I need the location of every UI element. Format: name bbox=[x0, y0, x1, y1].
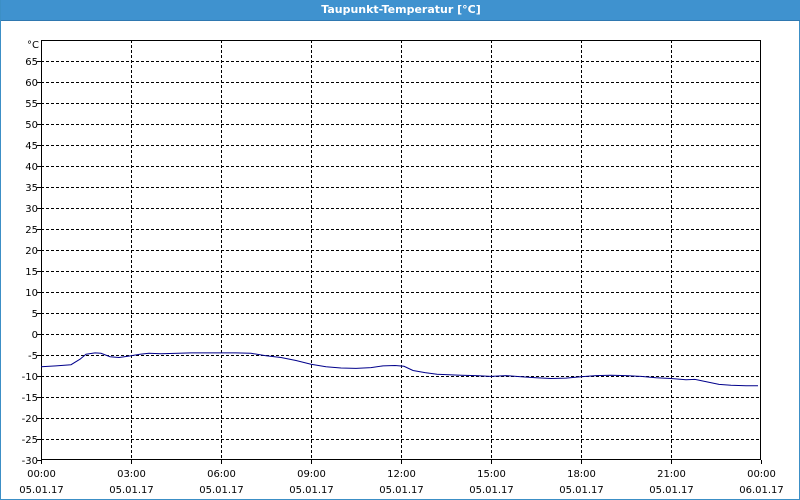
y-tick-label: 30 bbox=[25, 204, 38, 215]
x-tick-date-label: 05.01.17 bbox=[19, 485, 64, 496]
x-tick-date-label: 06.01.17 bbox=[739, 485, 784, 496]
y-tick-label: -30 bbox=[22, 456, 38, 467]
y-axis-unit-label: °C bbox=[27, 40, 39, 51]
y-tick-label: 50 bbox=[25, 120, 38, 131]
plot-area-border bbox=[41, 40, 761, 460]
x-tick-time-label: 03:00 bbox=[117, 469, 146, 480]
x-tick-date-label: 05.01.17 bbox=[289, 485, 334, 496]
grid-lines bbox=[41, 40, 761, 460]
y-tick-label: -10 bbox=[22, 372, 38, 383]
x-tick-date-label: 05.01.17 bbox=[469, 485, 514, 496]
x-tick-time-label: 00:00 bbox=[27, 469, 56, 480]
x-tick-time-label: 12:00 bbox=[387, 469, 416, 480]
y-tick-label: 15 bbox=[25, 267, 38, 278]
y-tick-label: -15 bbox=[22, 393, 38, 404]
y-tick-label: 5 bbox=[32, 309, 38, 320]
y-tick-label: 60 bbox=[25, 78, 38, 89]
y-tick-label: -5 bbox=[28, 351, 38, 362]
x-axis-ticks: 00:00 05.01.17 03:00 05.01.17 06:00 05.01.17 0… bbox=[19, 460, 784, 496]
x-tick-time-label: 00:00 bbox=[747, 469, 776, 480]
y-tick-label: 20 bbox=[25, 246, 38, 257]
y-axis-ticks: 65605550454035302520151050-5-10-15-20-25… bbox=[22, 57, 41, 467]
y-tick-label: 40 bbox=[25, 162, 38, 173]
dewpoint-series-line bbox=[40, 352, 758, 387]
y-tick-label: 55 bbox=[25, 99, 38, 110]
y-tick-label: 0 bbox=[32, 330, 38, 341]
x-tick-date-label: 05.01.17 bbox=[559, 485, 604, 496]
series-group bbox=[40, 352, 758, 387]
y-tick-label: -25 bbox=[22, 435, 38, 446]
x-tick-time-label: 15:00 bbox=[477, 469, 506, 480]
y-tick-label: 45 bbox=[25, 141, 38, 152]
y-tick-label: 25 bbox=[25, 225, 38, 236]
chart-title: Taupunkt-Temperatur [°C] bbox=[321, 3, 481, 16]
x-tick-time-label: 18:00 bbox=[567, 469, 596, 480]
x-tick-time-label: 06:00 bbox=[207, 469, 236, 480]
x-tick-date-label: 05.01.17 bbox=[109, 485, 154, 496]
y-tick-label: 35 bbox=[25, 183, 38, 194]
x-tick-date-label: 05.01.17 bbox=[199, 485, 244, 496]
y-tick-label: -20 bbox=[22, 414, 38, 425]
x-tick-date-label: 05.01.17 bbox=[379, 485, 424, 496]
x-tick-time-label: 21:00 bbox=[657, 469, 686, 480]
x-tick-date-label: 05.01.17 bbox=[649, 485, 694, 496]
y-tick-label: 65 bbox=[25, 57, 38, 68]
title-bar: Taupunkt-Temperatur [°C] bbox=[1, 0, 800, 21]
x-tick-time-label: 09:00 bbox=[297, 469, 326, 480]
y-tick-label: 10 bbox=[25, 288, 38, 299]
